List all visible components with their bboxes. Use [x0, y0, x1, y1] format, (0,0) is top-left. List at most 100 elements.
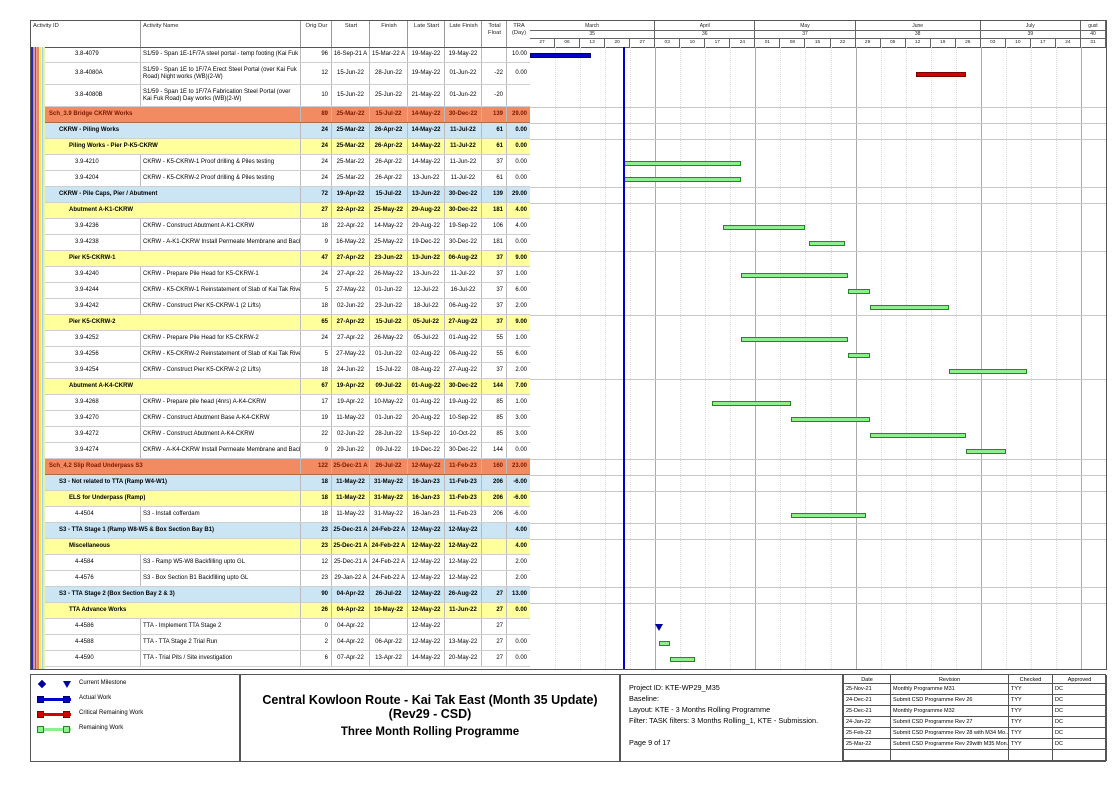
cell-name: CKRW - A-K1-CKRW Install Permeate Membra…: [141, 235, 301, 250]
revision-cell: TYY: [1009, 739, 1053, 750]
revision-cell: 24-Jan-22: [844, 717, 891, 728]
cell-finish: 26-Apr-22: [370, 155, 408, 170]
section-separator: [530, 603, 1106, 604]
page-number: Page 9 of 17: [629, 738, 671, 747]
activity-row: 3.9-4238 CKRW - A-K1-CKRW Install Permeat…: [31, 235, 531, 251]
cell-id: 3.9-4272: [31, 427, 141, 442]
cell-lfinish: 12-May-22: [445, 523, 482, 538]
week-label: 29: [856, 38, 881, 47]
cell-dur: 26: [301, 603, 332, 618]
cell-tra: 1.00: [507, 267, 531, 282]
revision-table: Date Revision Checked Approved 25-Nov-21 Mont…: [843, 674, 1107, 762]
cell-lstart: 14-May-22: [408, 107, 445, 122]
cell-lfinish: 11-Jul-22: [445, 267, 482, 282]
section-separator: [530, 123, 1106, 124]
week-label: 27: [530, 38, 556, 47]
cell-lstart: 12-Jul-22: [408, 283, 445, 298]
week-gridline: [1055, 47, 1057, 669]
cell-dur: 18: [301, 363, 332, 378]
summary-name: Abutment A-K4-CKRW: [31, 379, 301, 394]
summary-name: S3 - TTA Stage 1 (Ramp W8-W5 & Box Secti…: [31, 523, 301, 538]
summary-name: S3 - Not related to TTA (Ramp W4-W1): [31, 475, 301, 490]
cell-lstart: 12-May-22: [408, 459, 445, 474]
cell-tra: 6.00: [507, 283, 531, 298]
cell-start: 27-Apr-22: [332, 251, 370, 266]
cell-dur: 2: [301, 635, 332, 650]
activity-row: 3.9-4268 CKRW - Prepare pile head (4nrs) …: [31, 395, 531, 411]
cell-name: CKRW - K5-CKRW-1 Reinstatement of Slab o…: [141, 283, 301, 298]
cell-tra: 9.00: [507, 315, 531, 330]
revision-cell: Approved: [1053, 675, 1107, 684]
section-separator: [530, 379, 1106, 380]
cell-tra: 0.00: [507, 603, 531, 618]
cell-dur: 19: [301, 411, 332, 426]
report-title: Central Kowloon Route - Kai Tak East (Mo…: [262, 693, 598, 721]
activity-row: 3.9-4240 CKRW - Prepare Pile Head for K5-…: [31, 267, 531, 283]
week-gridline: [905, 47, 907, 669]
revision-cell: DC: [1053, 717, 1107, 728]
cell-finish: 25-May-22: [370, 235, 408, 250]
week-label: 08: [780, 38, 806, 47]
cell-id: 3.9-4274: [31, 443, 141, 458]
cell-start: 25-Mar-22: [332, 107, 370, 122]
cell-tfloat: 206: [482, 491, 507, 506]
cell-tfloat: 160: [482, 459, 507, 474]
cell-tfloat: 37: [482, 267, 507, 282]
revision-cell: [1053, 750, 1107, 761]
cell-lstart: 02-Aug-22: [408, 347, 445, 362]
cell-finish: 01-Jun-22: [370, 347, 408, 362]
month-label: March: [530, 21, 656, 30]
revision-cell: 25-Mar-22: [844, 739, 891, 750]
cell-tra: 3.00: [507, 411, 531, 426]
cell-tfloat: 55: [482, 331, 507, 346]
cell-lfinish: 19-May-22: [445, 47, 482, 62]
cell-dur: 24: [301, 171, 332, 186]
cell-dur: 47: [301, 251, 332, 266]
cell-lstart: 16-Jan-23: [408, 475, 445, 490]
cell-finish: 09-Jul-22: [370, 443, 408, 458]
timescale-divider: [530, 38, 1106, 39]
cell-dur: 9: [301, 235, 332, 250]
cell-tfloat: 139: [482, 107, 507, 122]
cell-finish: 31-May-22: [370, 475, 408, 490]
cell-finish: 15-Jul-22: [370, 363, 408, 378]
revision-cell: [891, 750, 1009, 761]
activity-row: 3.9-4270 CKRW - Construct Abutment Base A…: [31, 411, 531, 427]
cell-lfinish: 13-May-22: [445, 635, 482, 650]
revision-cell: TYY: [1009, 717, 1053, 728]
legend-bar-line: [39, 698, 71, 701]
section-separator: [530, 491, 1106, 492]
cell-start: 15-Jun-22: [332, 63, 370, 84]
period-number: 40: [1081, 30, 1106, 38]
week-label: 06: [555, 38, 581, 47]
cell-lstart: 13-Jun-22: [408, 187, 445, 202]
cell-lfinish: 01-Aug-22: [445, 331, 482, 346]
summary-name: TTA Advance Works: [31, 603, 301, 618]
summary-name: CKRW - Pile Caps, Pier / Abutment: [31, 187, 301, 202]
month-label: April: [655, 21, 756, 30]
cell-start: 25-Mar-22: [332, 155, 370, 170]
cell-dur: 24: [301, 267, 332, 282]
project-info-line: Project ID: KTE-WP29_M35: [629, 683, 720, 692]
cell-tra: 2.00: [507, 571, 531, 586]
cell-lfinish: 12-May-22: [445, 555, 482, 570]
gantt-chart: March 35 April 36 May 37 June 38 July 39 gust 40 27 0…: [530, 20, 1107, 670]
cell-lstart: 14-May-22: [408, 155, 445, 170]
milestone-marker: [654, 624, 663, 631]
cell-lstart: 14-May-22: [408, 651, 445, 666]
activity-row: 4-4586 TTA - Implement TTA Stage 2 0 04-Apr…: [31, 619, 531, 635]
cell-dur: 10: [301, 85, 332, 106]
revision-cell: DC: [1053, 728, 1107, 739]
summary-row: Sch_4.2 Slip Road Underpass S3 122 25-Dec-…: [31, 459, 531, 475]
cell-name: CKRW - Prepare Pile Head for K5-CKRW-2: [141, 331, 301, 346]
week-label: 10: [680, 38, 706, 47]
cell-id: 3.9-4204: [31, 171, 141, 186]
cell-lstart: 13-Jun-22: [408, 267, 445, 282]
activity-table-header: Activity ID Activity Name Orig Dur Start Fin…: [31, 21, 531, 48]
gantt-bar-remaining: [741, 336, 849, 342]
cell-dur: 22: [301, 427, 332, 442]
cell-lfinish: 11-Jul-22: [445, 139, 482, 154]
cell-dur: 24: [301, 155, 332, 170]
cell-lfinish: 01-Jun-22: [445, 85, 482, 106]
cell-lstart: 19-May-22: [408, 63, 445, 84]
